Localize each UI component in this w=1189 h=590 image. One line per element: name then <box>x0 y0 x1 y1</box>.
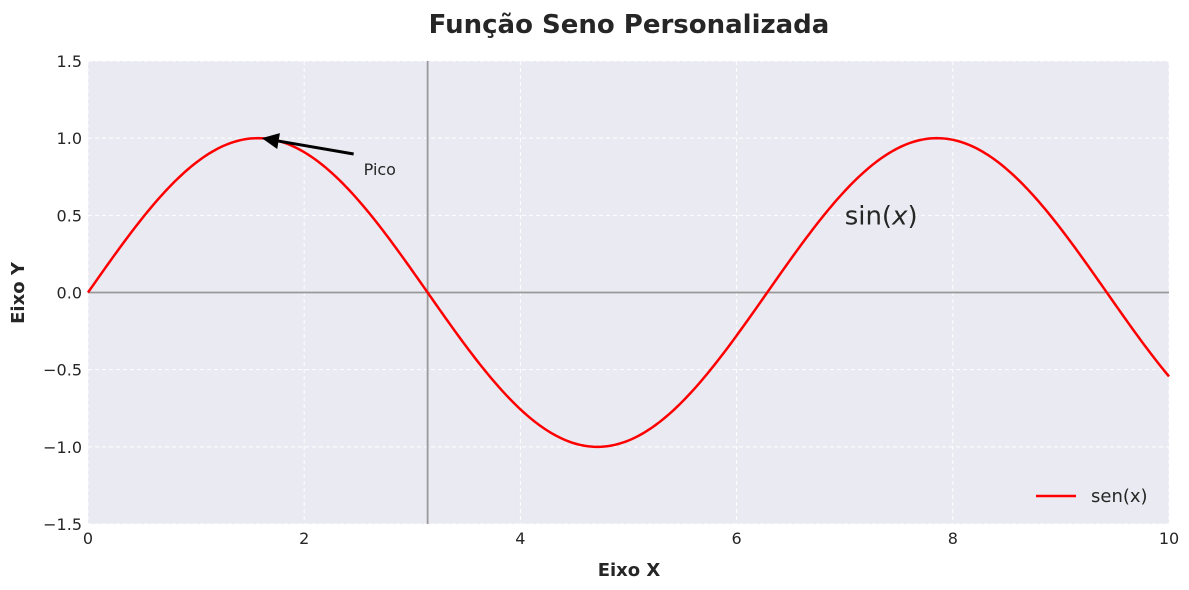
chart-title: Função Seno Personalizada <box>429 10 830 40</box>
math-suffix: ) <box>907 201 917 231</box>
y-axis-label: Eixo Y <box>8 261 29 324</box>
math-var: x <box>891 201 908 231</box>
annotation-arrow-shaft <box>278 139 354 156</box>
x-axis-label: Eixo X <box>598 560 661 581</box>
y-tick-label: −1.0 <box>43 438 82 457</box>
y-tick-label: 0.5 <box>57 206 82 225</box>
x-tick-label: 8 <box>948 529 958 548</box>
x-tick-label: 10 <box>1159 529 1179 548</box>
x-tick-label: 0 <box>83 529 93 548</box>
math-label-sinx: sin(x) <box>845 201 918 231</box>
y-tick-label: −0.5 <box>43 361 82 380</box>
x-tick-label: 2 <box>299 529 309 548</box>
peak-annotation: Pico <box>261 133 396 179</box>
x-tick-labels: 0 2 4 6 8 10 <box>83 529 1179 548</box>
x-tick-label: 4 <box>515 529 525 548</box>
y-tick-label: 1.5 <box>57 52 82 71</box>
math-prefix: sin( <box>845 201 892 231</box>
annotation-arrow-head <box>261 133 280 149</box>
annotation-label: Pico <box>364 160 396 179</box>
y-tick-label: 1.0 <box>57 129 82 148</box>
y-tick-label: 0.0 <box>57 284 82 303</box>
y-tick-labels: −1.5 −1.0 −0.5 0.0 0.5 1.0 1.5 <box>43 52 82 534</box>
y-tick-label: −1.5 <box>43 515 82 534</box>
legend: sen(x) <box>1036 486 1148 507</box>
x-tick-label: 6 <box>732 529 742 548</box>
legend-label: sen(x) <box>1091 486 1148 507</box>
